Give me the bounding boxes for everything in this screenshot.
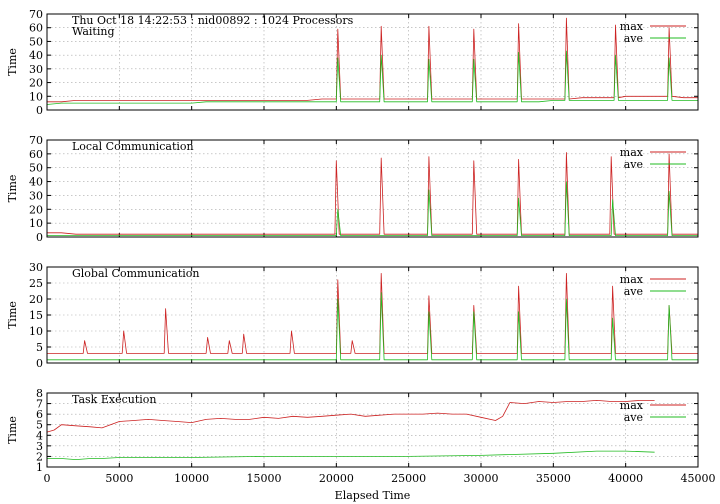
legend-label-ave: ave [624,158,643,171]
y-tick-label: 30 [29,189,43,202]
y-tick-label: 10 [29,325,43,338]
y-tick-label: 6 [36,408,43,421]
y-tick-label: 40 [29,49,43,62]
legend-label-max: max [620,20,644,33]
y-tick-label: 70 [29,8,43,21]
y-tick-label: 0 [36,104,43,117]
series-max-line [47,152,698,235]
series-ave-line [47,292,698,361]
y-tick-label: 20 [29,293,43,306]
y-tick-label: 30 [29,63,43,76]
y-tick-label: 60 [29,148,43,161]
y-axis-label: Time [6,416,19,444]
x-tick-label: 0 [44,472,51,485]
panel-2: 0 5 10 15 20 25 30 Global Communication Time maxa… [6,261,699,370]
panel-title: Local Communication [72,140,194,153]
y-tick-label: 10 [29,217,43,230]
y-tick-label: 50 [29,35,43,48]
plot-frame [46,392,699,468]
y-tick-label: 3 [36,440,43,453]
legend-label-max: max [620,273,644,286]
y-tick-label: 70 [29,134,43,147]
y-tick-label: 2 [36,450,43,463]
x-tick-label: 40000 [608,472,643,485]
x-tick-label: 30000 [464,472,499,485]
y-tick-label: 5 [36,419,43,432]
series-ave-line [47,181,698,236]
y-tick-label: 40 [29,176,43,189]
panel-title: Thu Oct 18 14:22:53 : nid00892 : 1024 Pr… [72,14,354,27]
y-tick-label: 0 [36,357,43,370]
legend-label-ave: ave [624,411,643,424]
series-max-line [47,17,698,103]
series-ave-line [47,450,655,460]
x-tick-label: 10000 [174,472,209,485]
y-tick-label: 30 [29,261,43,274]
y-axis-label: Time [6,175,19,203]
series-max-line [46,400,655,433]
y-tick-label: 15 [29,309,43,322]
plot-frame [46,266,699,364]
legend-label-max: max [620,399,644,412]
plot-frame [46,13,699,111]
panel-title: Task Execution [72,393,156,406]
y-tick-label: 8 [36,387,43,400]
panel-subtitle: Waiting [72,25,115,38]
x-tick-label: 15000 [247,472,282,485]
y-tick-label: 25 [29,277,43,290]
legend-label-max: max [620,146,644,159]
plot-frame [46,139,699,238]
y-tick-label: 5 [36,341,43,354]
panel-title: Global Communication [72,267,200,280]
y-tick-label: 7 [36,398,43,411]
y-tick-label: 1 [36,461,43,474]
y-tick-label: 20 [29,77,43,90]
y-tick-label: 0 [36,231,43,244]
legend-label-ave: ave [624,32,643,45]
y-tick-label: 50 [29,162,43,175]
y-tick-label: 10 [29,90,43,103]
y-tick-label: 60 [29,22,43,35]
x-tick-label: 25000 [391,472,426,485]
series-ave-line [46,50,698,105]
y-tick-label: 20 [29,203,43,216]
legend-label-ave: ave [624,285,643,298]
x-tick-label: 45000 [681,472,716,485]
y-axis-label: Time [6,48,19,76]
x-tick-label: 5000 [105,472,133,485]
series-max-line [47,273,698,354]
x-axis-label: Elapsed Time [335,489,411,502]
y-tick-label: 4 [36,429,43,442]
x-tick-label: 20000 [319,472,354,485]
y-axis-label: Time [6,301,19,329]
x-tick-label: 35000 [536,472,571,485]
